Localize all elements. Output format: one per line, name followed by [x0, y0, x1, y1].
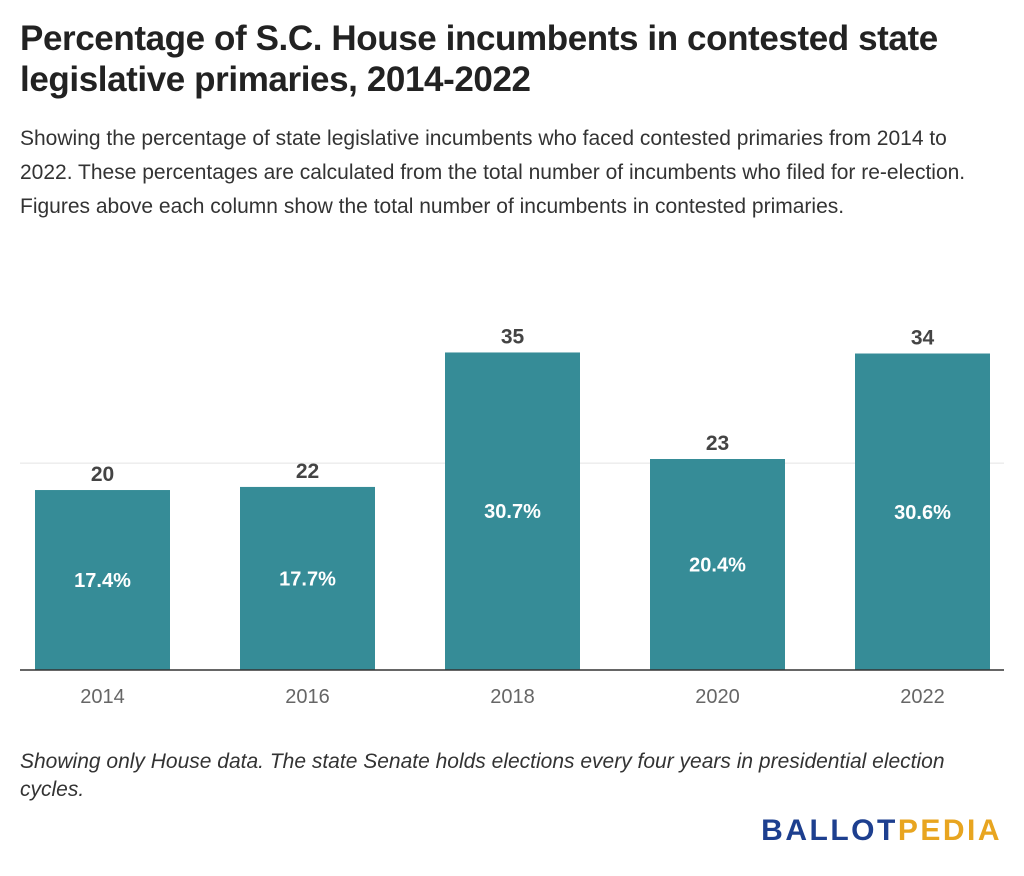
bar-percent-label-2016: 17.7% — [279, 568, 336, 590]
bar-percent-label-2020: 20.4% — [689, 555, 746, 577]
bar-count-label-2014: 20 — [91, 463, 114, 486]
chart-title: Percentage of S.C. House incumbents in c… — [20, 19, 938, 99]
bar-percent-label-2022: 30.6% — [894, 502, 951, 524]
bars — [35, 352, 990, 670]
bar-2014 — [35, 490, 170, 670]
bar-percent-label-2014: 17.4% — [74, 570, 131, 592]
bar-2016 — [240, 486, 375, 670]
bar-percent-label-2018: 30.7% — [484, 501, 541, 523]
x-tick-label-2022: 2022 — [900, 686, 945, 708]
chart-footnote: Showing only House data. The state Senat… — [20, 750, 945, 801]
bar-count-label-2020: 23 — [706, 432, 729, 455]
chart-subtitle: Showing the percentage of state legislat… — [20, 127, 966, 218]
x-tick-label-2018: 2018 — [490, 686, 535, 708]
bar-2022 — [855, 353, 990, 670]
logo-ballot: BALLOT — [761, 814, 898, 847]
bar-2020 — [650, 459, 785, 670]
bar-labels: 20 17.4% 22 17.7% 35 30.7% 23 20.4% 34 30.6% — [74, 325, 951, 592]
bar-count-label-2018: 35 — [501, 325, 525, 348]
x-tick-label-2014: 2014 — [80, 686, 125, 708]
x-axis-ticks: 2014 2016 2018 2020 2022 — [80, 686, 945, 708]
logo-pedia: PEDIA — [897, 814, 1002, 847]
bar-chart: 20 17.4% 22 17.7% 35 30.7% 23 20.4% 34 30.6% 2014… — [20, 325, 1004, 708]
x-tick-label-2016: 2016 — [285, 686, 330, 708]
ballotpedia-logo: BALLOTPEDIA — [761, 814, 1002, 848]
bar-2018 — [445, 352, 580, 670]
bar-count-label-2016: 22 — [296, 460, 319, 483]
bar-count-label-2022: 34 — [911, 327, 935, 350]
x-tick-label-2020: 2020 — [695, 686, 740, 708]
